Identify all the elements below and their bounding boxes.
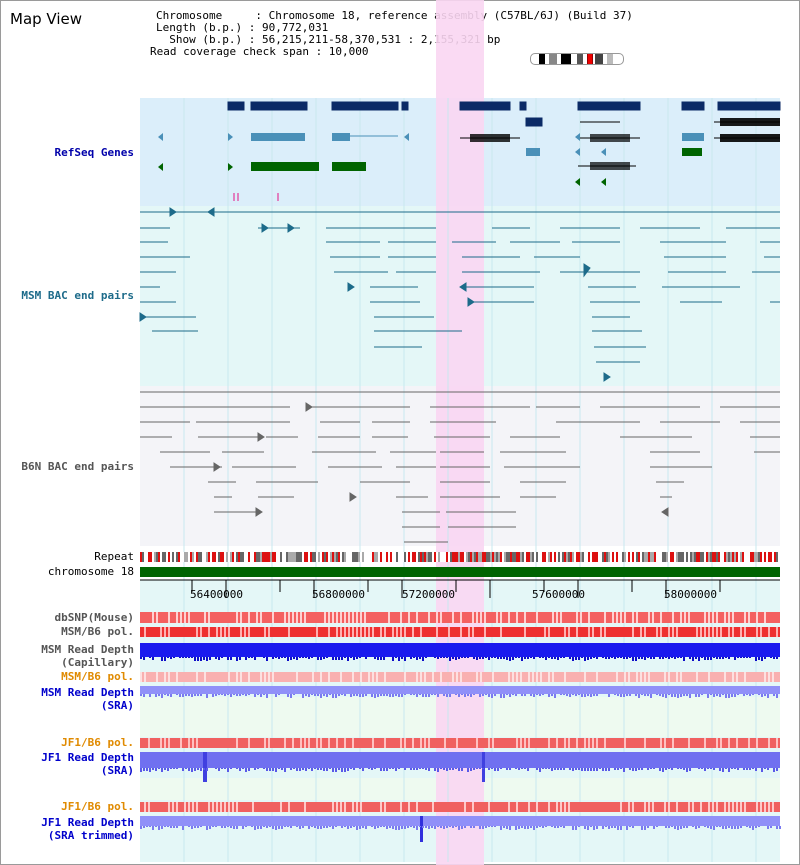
jf1-depth-line2: (SRA)	[100, 764, 134, 777]
track-label-msm-depth-cap[interactable]: MSM Read Depth (Capillary)	[41, 643, 134, 669]
msm-depth-cap-line1: MSM Read Depth	[41, 643, 134, 656]
jf1-trim-line1: JF1 Read Depth	[41, 816, 134, 829]
jf1-trim-bar	[140, 816, 780, 826]
track-label-dbsnp[interactable]: dbSNP(Mouse)	[54, 611, 134, 624]
track-label-msm-bac[interactable]: MSM BAC end pairs	[21, 289, 134, 302]
jf1-pol-bar	[140, 738, 780, 748]
repeat-bar	[140, 552, 780, 562]
coordinate-axis	[140, 579, 780, 598]
track-label-repeat[interactable]: Repeat	[94, 550, 134, 563]
chromosome-ideogram[interactable]	[530, 53, 624, 65]
axis-tick-4: 57600000	[532, 588, 585, 601]
page-title: Map View	[10, 10, 83, 28]
msm-depth-cap-line2: (Capillary)	[61, 656, 134, 669]
info-coverage-span: Read coverage check span : 10,000	[150, 45, 369, 58]
track-label-chromosome[interactable]: chromosome 18	[47, 565, 134, 578]
axis-tick-1: 56400000	[190, 588, 243, 601]
b6n-bac-pairs	[140, 391, 780, 543]
info-length: Length (b.p.) : 90,772,031	[156, 21, 329, 34]
msm-depth-sra-bar	[140, 686, 780, 694]
jf1-trim-line2: (SRA trimmed)	[47, 829, 134, 842]
axis-tick-5: 58000000	[664, 588, 717, 601]
track-label-msm-pol[interactable]: MSM/B6 pol.	[61, 625, 134, 638]
track-label-jf1-depth[interactable]: JF1 Read Depth (SRA)	[41, 751, 134, 777]
track-label-msm-depth-sra[interactable]: MSM Read Depth (SRA)	[41, 686, 134, 712]
jf1-pol-2-bar	[140, 802, 780, 812]
jf1-depth-bar	[140, 752, 780, 768]
msm-depth-cap-bar	[140, 643, 780, 657]
refseq-genes	[227, 101, 781, 127]
axis-tick-3: 57200000	[402, 588, 455, 601]
axis-tick-2: 56800000	[312, 588, 365, 601]
track-label-jf1-pol-2[interactable]: JF1/B6 pol.	[61, 800, 134, 813]
chromosome-bar	[140, 567, 780, 577]
track-label-refseq[interactable]: RefSeq Genes	[54, 146, 134, 159]
track-label-jf1-trim[interactable]: JF1 Read Depth (SRA trimmed)	[41, 816, 134, 842]
msm-bac-pairs	[139, 207, 780, 382]
msm-depth-sra-line1: MSM Read Depth	[41, 686, 134, 699]
track-label-jf1-pol[interactable]: JF1/B6 pol.	[61, 736, 134, 749]
track-label-msm-pol-sra[interactable]: MSM/B6 pol.	[61, 670, 134, 683]
info-show-range: Show (b.p.) : 56,215,211-58,370,531 : 2,…	[156, 33, 501, 46]
jf1-depth-line1: JF1 Read Depth	[41, 751, 134, 764]
msm-depth-sra-line2: (SRA)	[100, 699, 134, 712]
track-label-b6n-bac[interactable]: B6N BAC end pairs	[21, 460, 134, 473]
